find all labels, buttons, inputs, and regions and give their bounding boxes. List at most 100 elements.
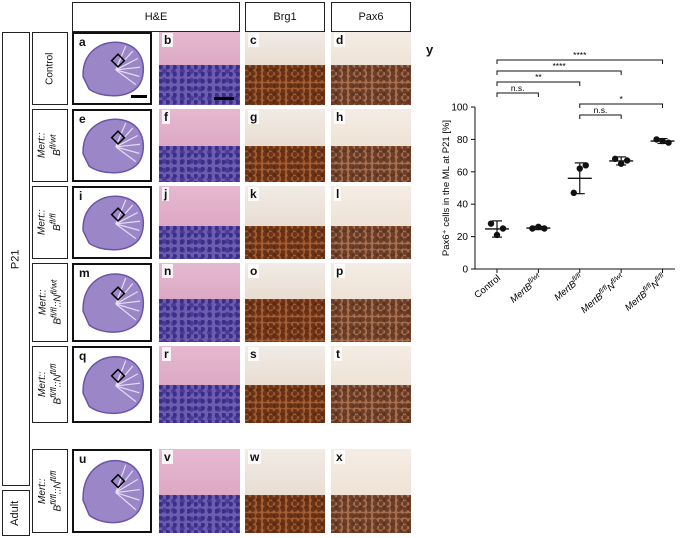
granular-layer	[159, 64, 240, 105]
row-label-mert-bfl-fl-nfl-fl: Mert:: Bfl/fl::Nfl/fl	[32, 346, 68, 423]
significance-label: *	[619, 94, 623, 104]
panel-m-label: m	[77, 266, 92, 280]
panel-d-image: d	[331, 32, 411, 105]
data-point	[493, 231, 501, 239]
significance-label: ****	[573, 50, 587, 60]
significance-bracket	[496, 81, 581, 86]
group-adult-label: Adult	[9, 500, 22, 526]
panel-u-label: u	[77, 452, 89, 466]
region-marker-icon	[110, 53, 126, 69]
significance-bracket	[579, 103, 664, 108]
panel-j-image: j	[159, 186, 240, 259]
y-tick-label: 60	[457, 167, 469, 178]
pax6-scatter-chart: 0 20 40 60 80 100 Pax6⁺ cells in the ML at P21…	[441, 50, 675, 316]
header-pax6: Pax6	[331, 2, 411, 32]
granular-layer	[245, 226, 325, 259]
panel-k-image: k	[245, 186, 325, 259]
molecular-layer	[159, 109, 240, 146]
panel-i-image: i	[72, 186, 152, 259]
panel-o-image: o	[245, 263, 325, 342]
granular-layer	[331, 384, 411, 423]
panel-x-image: x	[331, 449, 411, 533]
x-tick-label: MertBfl/flNfl/fl	[622, 272, 668, 314]
panel-b-image: b	[159, 32, 240, 105]
granular-layer	[245, 495, 325, 533]
molecular-layer	[331, 346, 411, 385]
region-marker-icon	[110, 286, 126, 301]
panel-t-image: t	[331, 346, 411, 423]
row-label-mert-bfl-wt: Mert:: Bfl/wt	[32, 109, 68, 182]
header-pax6-label: Pax6	[358, 11, 384, 23]
panel-c-image: c	[245, 32, 325, 105]
group-p21-label: P21	[9, 249, 22, 269]
scale-bar	[214, 97, 234, 100]
row-label-control-text: Control	[44, 52, 56, 85]
panel-d-label: d	[334, 33, 346, 47]
panel-v-image: v	[159, 449, 240, 533]
row-label-control: Control	[32, 32, 68, 105]
scale-bar	[131, 95, 147, 98]
panel-r-image: r	[159, 346, 240, 423]
granular-layer	[331, 226, 411, 259]
panel-m-image: m	[72, 263, 152, 342]
cerebellum-section-icon	[82, 459, 145, 524]
granular-layer	[159, 226, 240, 259]
group-p21: P21	[2, 32, 30, 486]
granular-layer	[331, 298, 411, 342]
panel-a-label: a	[77, 35, 88, 49]
data-point	[541, 225, 548, 232]
significance-label: ****	[552, 61, 566, 71]
region-marker-icon	[110, 130, 126, 146]
panel-g-image: g	[245, 109, 325, 182]
significance-label: n.s.	[511, 83, 525, 93]
granular-layer	[245, 145, 325, 182]
panel-n-label: n	[162, 264, 174, 278]
panel-w-label: w	[248, 450, 262, 464]
panel-q-label: q	[77, 349, 89, 363]
x-tick-label: MertBfl/fl	[552, 272, 586, 304]
panel-x-label: x	[334, 450, 345, 464]
panel-e-label: e	[77, 112, 88, 126]
cerebellum-section-icon	[82, 356, 145, 415]
significance-bracket	[496, 59, 664, 64]
panel-e-image: e	[72, 109, 152, 182]
significance-bracket	[579, 114, 622, 119]
y-tick-label: 0	[462, 265, 468, 276]
panel-v-label: v	[162, 450, 173, 464]
granular-layer	[159, 495, 240, 533]
data-point	[617, 160, 625, 167]
panel-i-label: i	[77, 189, 85, 203]
y-axis-label: Pax6⁺ cells in the ML at P21 [%]	[441, 120, 452, 256]
data-point	[653, 136, 660, 143]
cerebellum-section-icon	[82, 118, 145, 174]
cerebellum-section-icon	[82, 41, 145, 97]
data-point	[659, 137, 666, 145]
data-point	[582, 162, 589, 169]
x-tick-label: Control	[472, 273, 503, 301]
molecular-layer	[331, 186, 411, 227]
granular-layer	[331, 495, 411, 533]
panel-c-label: c	[248, 33, 259, 47]
panel-n-image: n	[159, 263, 240, 342]
data-point	[529, 225, 536, 232]
molecular-layer	[159, 186, 240, 227]
panel-f-image: f	[159, 109, 240, 182]
significance-bracket	[496, 70, 622, 75]
row-label-mert-bfl-fl-nfl-wt: Mert:: Bfl/fl::Nfl/wt	[32, 263, 68, 342]
data-point	[576, 165, 583, 172]
header-brg1: Brg1	[245, 2, 325, 32]
significance-label: **	[535, 72, 542, 82]
region-marker-icon	[110, 473, 126, 489]
header-he: H&E	[72, 2, 240, 32]
y-tick-label: 100	[451, 103, 468, 114]
group-adult: Adult	[2, 490, 30, 536]
data-point	[611, 155, 619, 163]
cerebellum-section-icon	[82, 195, 145, 251]
granular-layer	[245, 64, 325, 105]
region-marker-icon	[110, 207, 126, 223]
panel-w-image: w	[245, 449, 325, 533]
panel-a-image: a	[72, 32, 152, 105]
granular-layer	[245, 298, 325, 342]
data-point	[535, 223, 542, 231]
panel-y-label: y	[426, 42, 434, 57]
